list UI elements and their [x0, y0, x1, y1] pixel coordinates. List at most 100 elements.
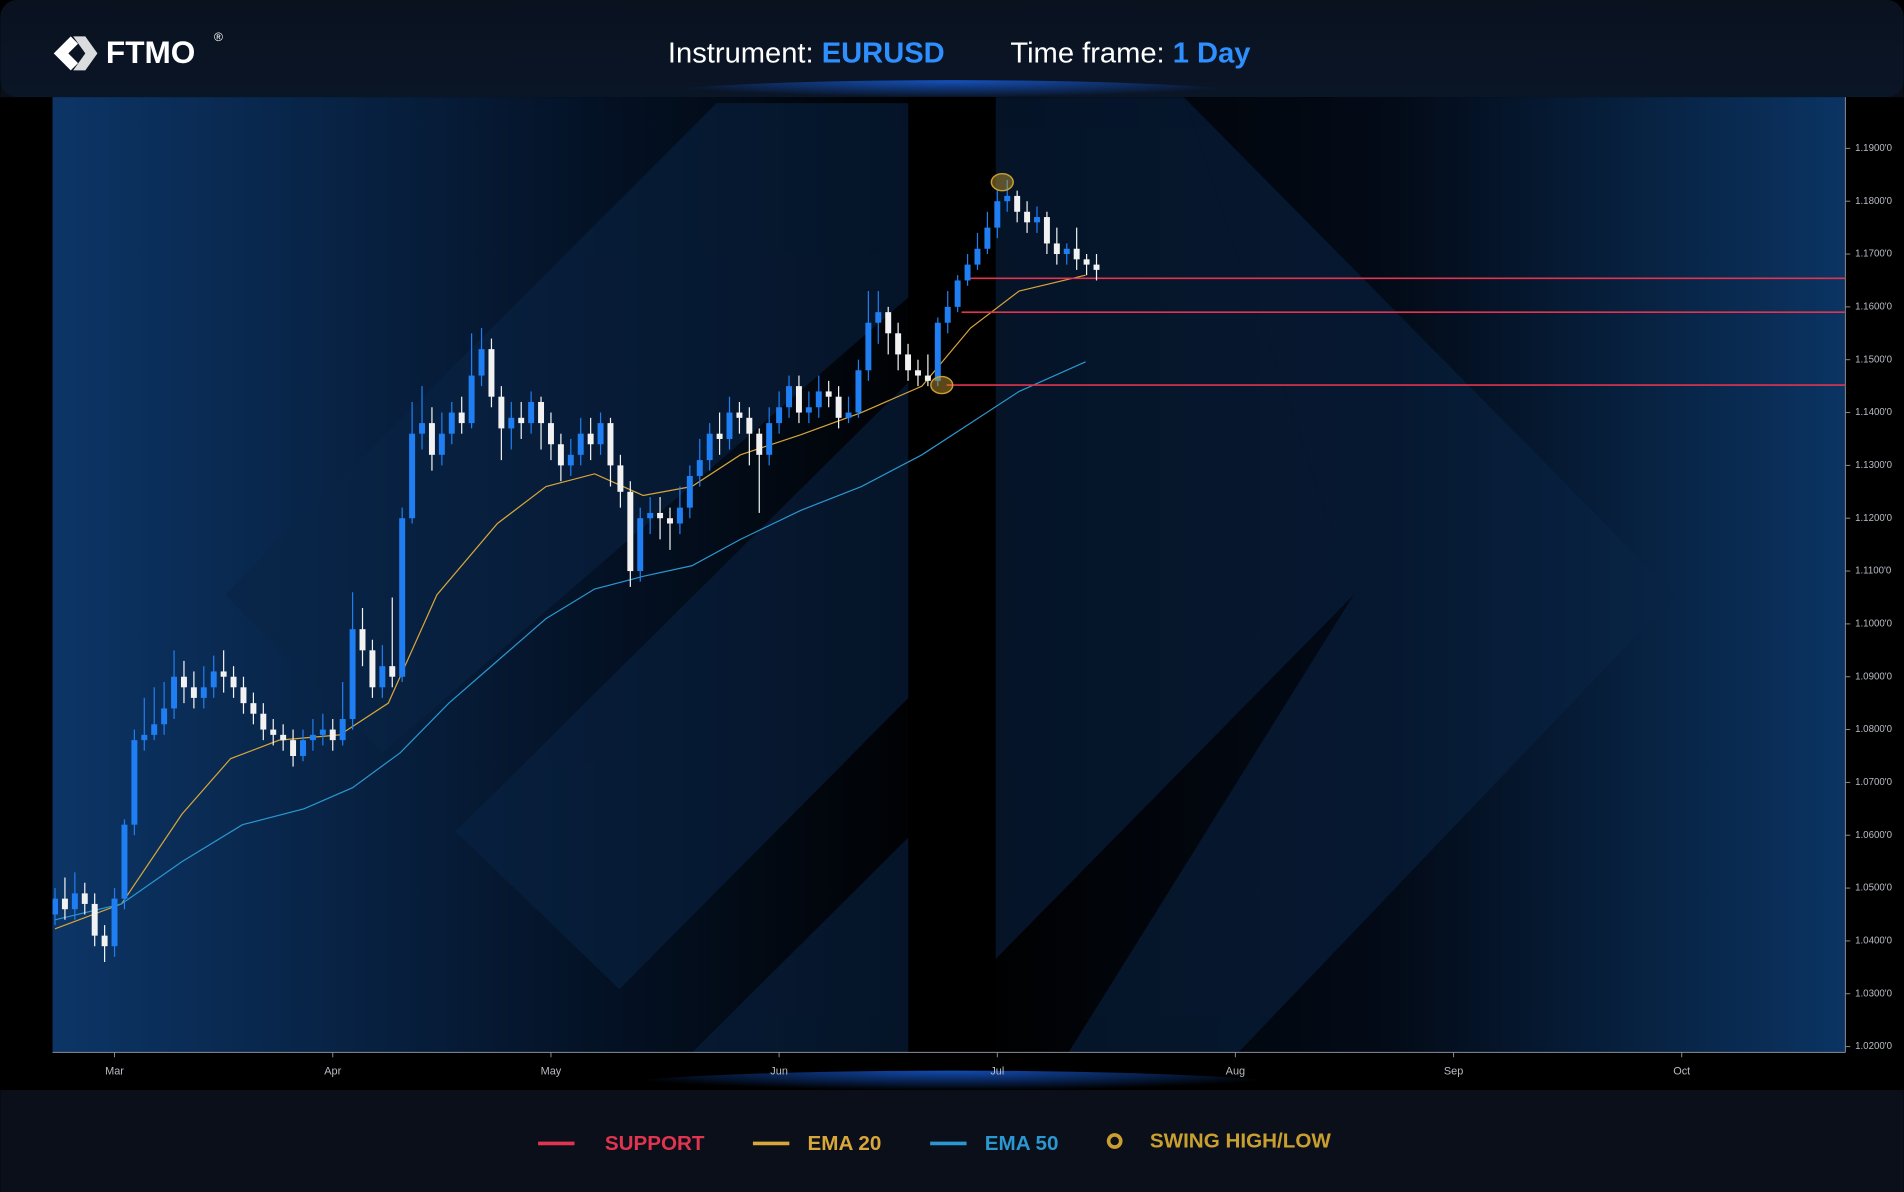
candle-body [934, 322, 941, 381]
y-tick-label: 1.0300'0 [1855, 988, 1893, 999]
diamond-shape [692, 837, 909, 1053]
logo-text: FTMO [106, 34, 195, 70]
candle-body [498, 396, 505, 429]
candle-body [538, 401, 545, 424]
candle-body [835, 396, 842, 418]
candle-body [736, 412, 743, 418]
y-tick-label: 1.0400'0 [1855, 935, 1893, 946]
ema-line [54, 274, 1086, 930]
logo: FTMO ® [53, 30, 223, 71]
timeframe-value: 1 Day [1173, 37, 1252, 69]
logo-mark: ® [214, 30, 223, 44]
candle-body [795, 386, 802, 413]
candle-body [121, 824, 128, 899]
y-tick-label: 1.1100'0 [1855, 566, 1892, 577]
candle-body [706, 433, 713, 461]
instrument: Instrument: EURUSD [668, 37, 945, 69]
candle-body [349, 629, 356, 720]
candle-body [964, 264, 971, 281]
candle-body [676, 507, 683, 524]
instrument-value: EURUSD [822, 37, 945, 69]
candle-body [1034, 217, 1040, 223]
candle-body [389, 666, 396, 677]
candle-body [657, 512, 664, 519]
candle-body [161, 708, 168, 725]
candle-body [726, 412, 733, 439]
candle-body [409, 433, 416, 519]
y-tick-label: 1.1900'0 [1855, 143, 1893, 154]
y-tick-label: 1.0600'0 [1855, 830, 1893, 841]
candle-body [141, 734, 148, 741]
candle-body [984, 227, 991, 249]
candle-body [488, 349, 495, 397]
y-tick-label: 1.1600'0 [1855, 301, 1893, 312]
candle-body [617, 465, 624, 492]
candle-body [250, 703, 257, 714]
candle-body [716, 433, 723, 439]
candle-body [756, 433, 763, 455]
candle-body [1073, 248, 1080, 260]
swing-marker [990, 172, 1014, 192]
candle-body [438, 433, 445, 455]
candle-body [647, 512, 654, 519]
x-tick-label: Aug [1226, 1066, 1245, 1078]
legend-label: SWING HIGH/LOW [1150, 1130, 1332, 1153]
candle-body [428, 423, 435, 455]
candle-body [81, 893, 88, 904]
candle-body [240, 687, 247, 704]
candle-body [776, 407, 783, 424]
candle-body [627, 491, 634, 572]
candle-body [786, 386, 792, 408]
candle-body [151, 724, 158, 735]
candle-body [914, 370, 921, 376]
diamond-shape [224, 103, 909, 753]
y-tick-label: 1.1000'0 [1855, 618, 1893, 629]
candle-body [131, 740, 138, 825]
candle-body [260, 713, 267, 730]
instrument-label: Instrument: [668, 37, 814, 69]
candle-body [607, 423, 614, 466]
x-tick-label: Mar [105, 1066, 124, 1078]
footer-glow [587, 1070, 1317, 1110]
candle-body [597, 423, 604, 445]
candle-body [875, 312, 882, 323]
candle-body [180, 676, 187, 688]
candle-body [815, 391, 822, 408]
legend-swatch [1106, 1133, 1123, 1149]
candle-body [1093, 264, 1100, 270]
legend-label: SUPPORT [605, 1132, 705, 1155]
y-tick-label: 1.0800'0 [1855, 724, 1893, 735]
candle-body [1063, 248, 1070, 255]
candle-body [1043, 217, 1050, 244]
candle-body [1004, 195, 1011, 202]
candle-body [686, 475, 693, 508]
candle-body [587, 433, 594, 445]
candle-body [270, 729, 277, 735]
header-bar [0, 0, 1904, 98]
legend-label: EMA 20 [808, 1132, 882, 1155]
candle-body [359, 629, 366, 651]
candle-body [895, 333, 902, 355]
candle-body [478, 349, 485, 376]
candle-body [210, 671, 217, 688]
candle-body [557, 444, 564, 466]
candle-body [280, 734, 287, 741]
candle-body [944, 306, 951, 323]
x-tick-label: Apr [324, 1066, 341, 1078]
x-tick-label: Jul [990, 1066, 1004, 1078]
x-tick-label: May [541, 1066, 562, 1078]
candle-body [379, 666, 386, 688]
candle-body [905, 354, 912, 371]
candle-body [52, 898, 58, 915]
candle-body [309, 734, 316, 741]
candle-body [637, 518, 644, 572]
candle-body [518, 417, 525, 424]
candle-body [91, 903, 98, 936]
candle-body [1024, 211, 1031, 223]
y-tick-label: 1.0500'0 [1855, 883, 1893, 894]
x-tick-label: Jun [770, 1066, 788, 1078]
candle-body [190, 687, 197, 698]
candle-body [508, 417, 515, 429]
legend: SUPPORT EMA 20 EMA 50 SWING HIGH/LOW [538, 1130, 1331, 1155]
